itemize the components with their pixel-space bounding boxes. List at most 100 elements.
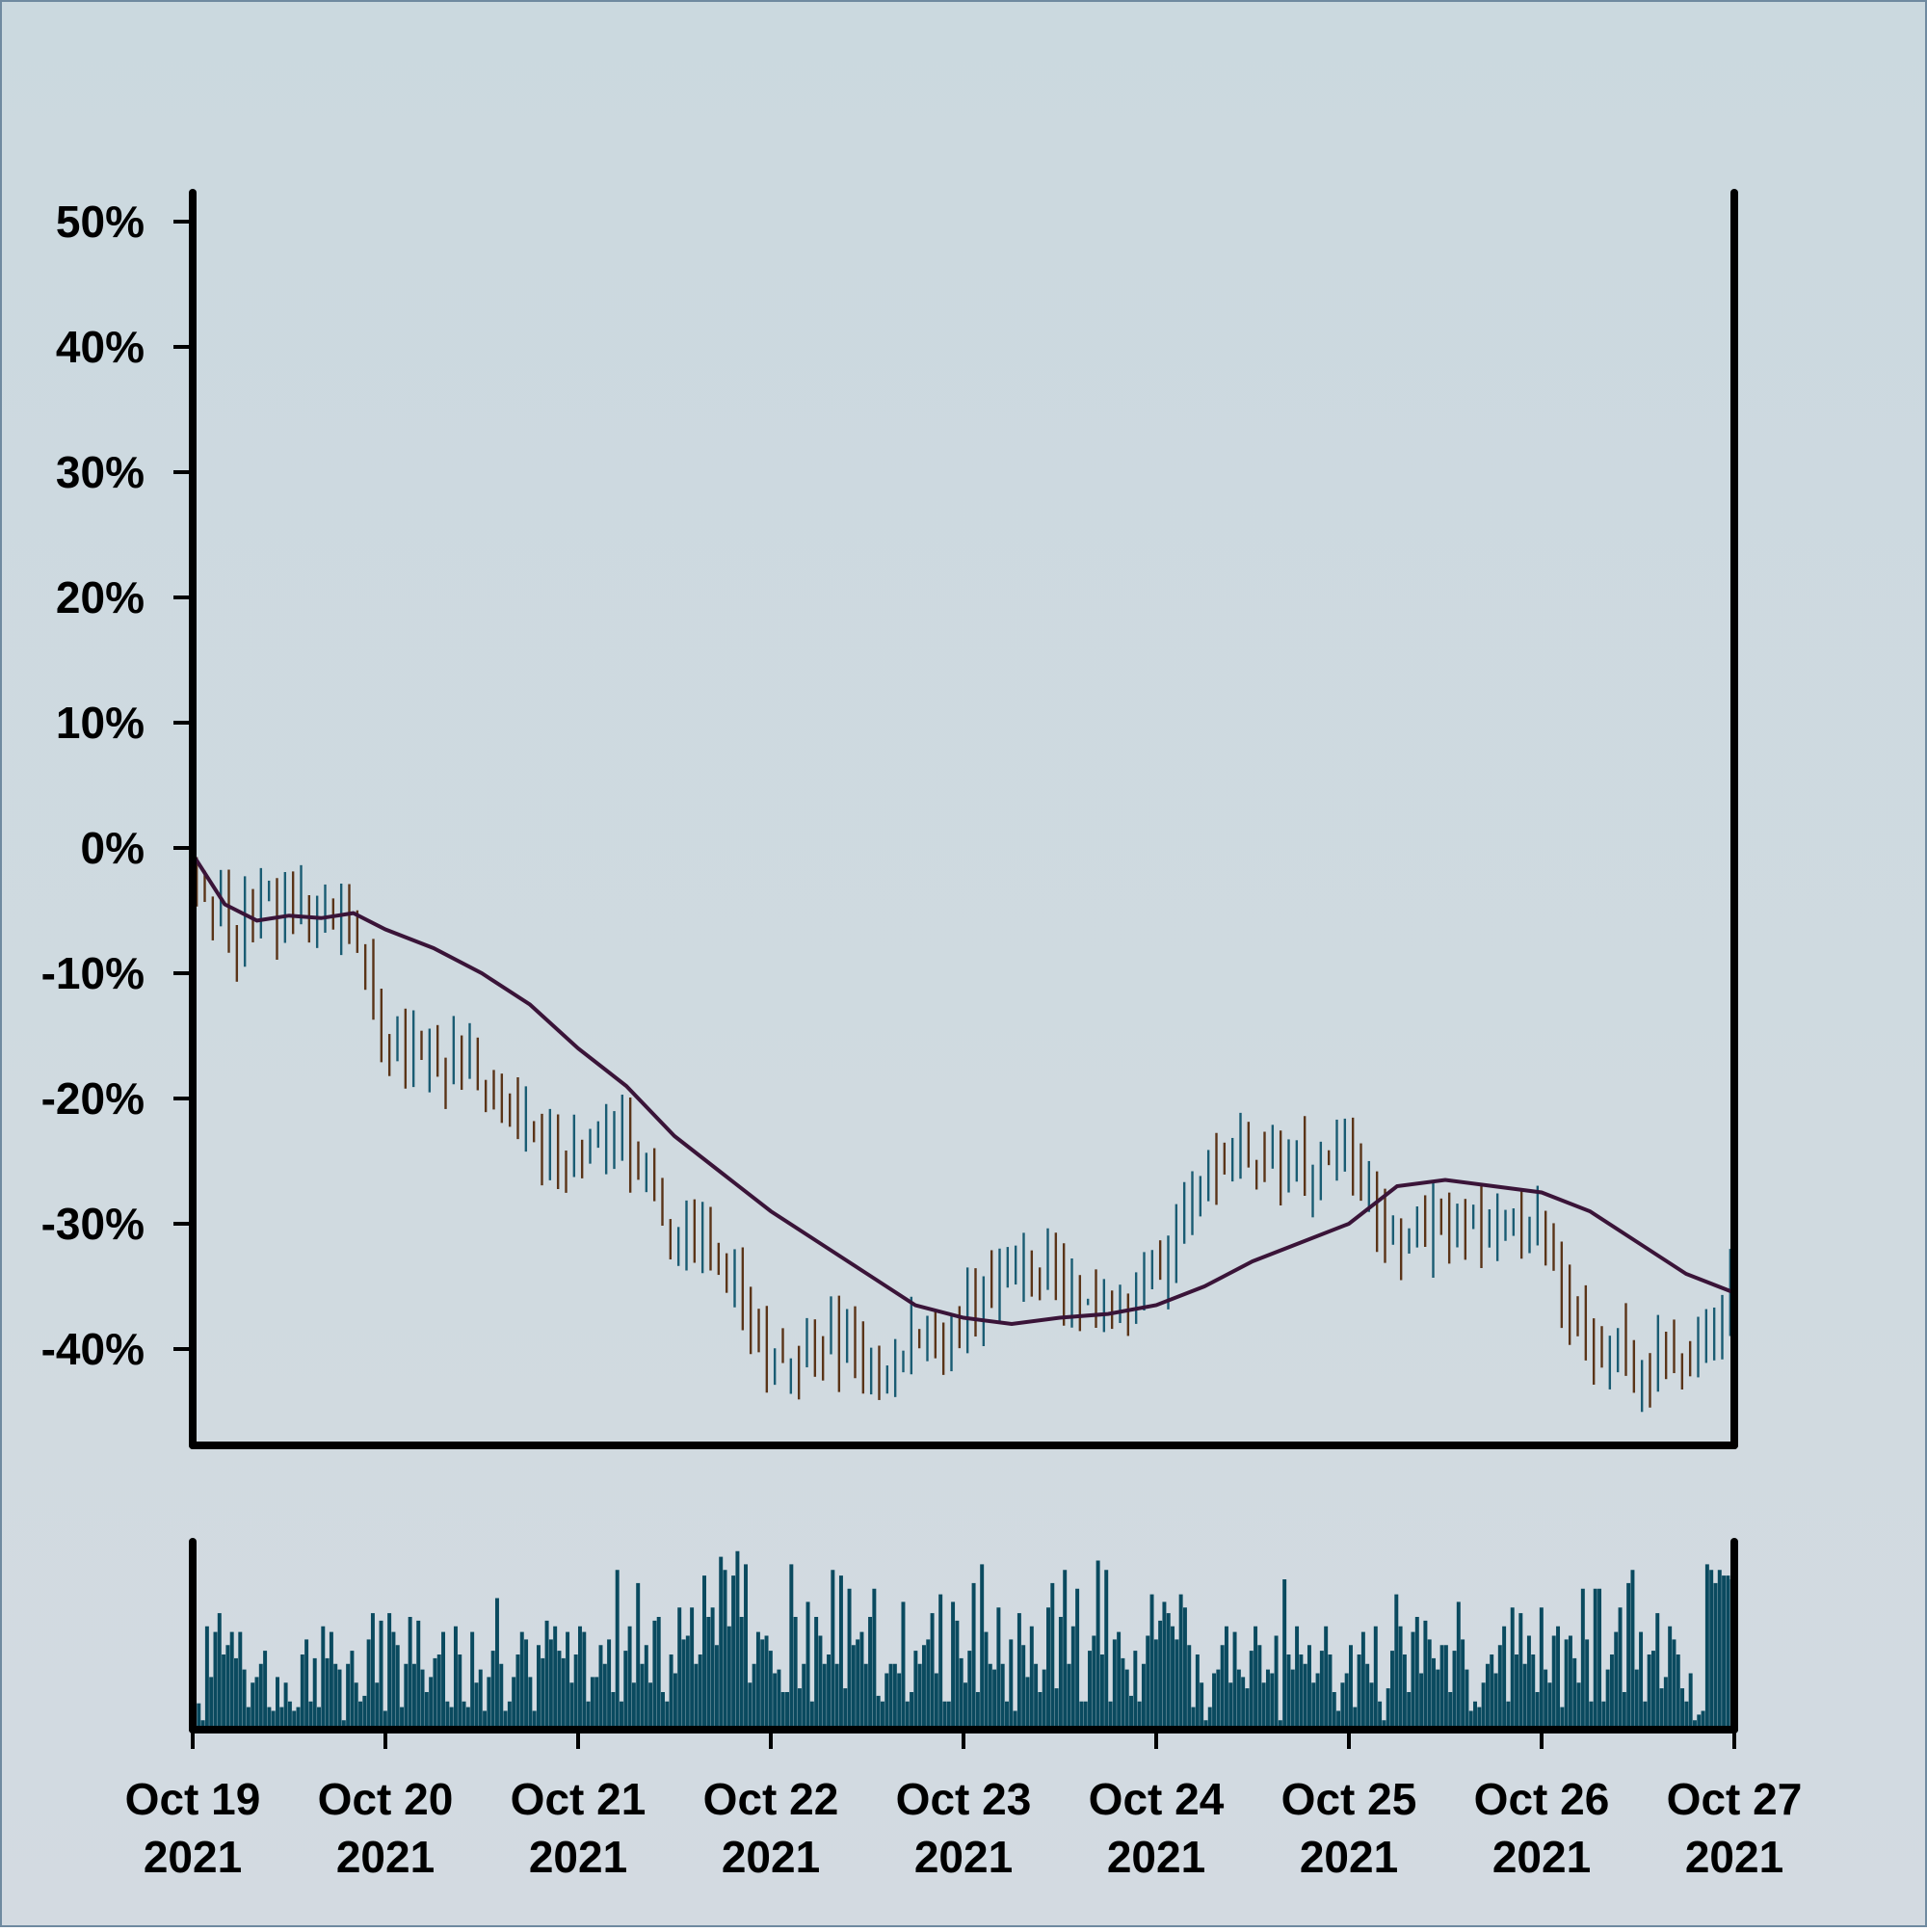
- volume-bar: [1485, 1663, 1490, 1730]
- volume-bar: [1618, 1607, 1623, 1730]
- volume-bar: [1443, 1645, 1448, 1730]
- volume-bar: [1605, 1669, 1610, 1730]
- volume-bar: [930, 1613, 935, 1730]
- volume-bar: [797, 1688, 802, 1730]
- volume-bar: [1200, 1682, 1204, 1730]
- volume-bar: [1178, 1594, 1183, 1730]
- volume-bar: [1609, 1654, 1614, 1730]
- volume-bar: [1270, 1673, 1275, 1730]
- volume-bar: [346, 1663, 351, 1730]
- volume-bar: [723, 1570, 727, 1730]
- volume-bar: [1647, 1654, 1651, 1730]
- volume-bar: [1630, 1570, 1635, 1730]
- volume-bar: [1254, 1626, 1258, 1730]
- volume-bar: [1108, 1701, 1113, 1730]
- volume-bar: [1672, 1639, 1676, 1730]
- volume-bar: [1245, 1688, 1250, 1730]
- volume-bar: [370, 1613, 375, 1730]
- volume-bar: [1378, 1701, 1383, 1730]
- volume-bar: [1668, 1626, 1673, 1730]
- volume-bar: [420, 1669, 425, 1730]
- volume-bar: [1722, 1575, 1727, 1730]
- volume-bar: [1560, 1707, 1565, 1730]
- axes: [189, 189, 1738, 1734]
- volume-bar: [921, 1645, 926, 1730]
- volume-bar: [1121, 1657, 1125, 1730]
- volume-bar: [863, 1663, 868, 1730]
- volume-bar: [1539, 1607, 1544, 1730]
- volume-bar: [1117, 1631, 1122, 1730]
- y-tick-label: 20%: [56, 572, 145, 622]
- volume-bar: [818, 1635, 823, 1730]
- volume-bar: [1207, 1707, 1212, 1730]
- volume-bar: [934, 1673, 938, 1730]
- x-tick-year: 2021: [1685, 1832, 1783, 1882]
- volume-bar: [1166, 1613, 1171, 1730]
- volume-bar: [964, 1682, 967, 1730]
- volume-bar: [400, 1707, 405, 1730]
- x-tick-year: 2021: [336, 1832, 435, 1882]
- volume-bar: [1303, 1663, 1307, 1730]
- volume-bar: [1461, 1639, 1465, 1730]
- volume-bar: [1713, 1582, 1718, 1730]
- volume-bar: [1556, 1626, 1561, 1730]
- volume-bar: [669, 1654, 673, 1730]
- volume-bar: [1042, 1669, 1046, 1730]
- volume-bar: [648, 1682, 653, 1730]
- volume-bar: [251, 1682, 255, 1730]
- volume-bar: [1070, 1626, 1075, 1730]
- volume-bar: [544, 1620, 549, 1730]
- volume-bar: [1522, 1663, 1527, 1730]
- volume-bars: [193, 1550, 1734, 1730]
- volume-bar: [1564, 1639, 1569, 1730]
- volume-bar: [615, 1570, 620, 1730]
- volume-bar: [809, 1701, 814, 1730]
- volume-bar: [1046, 1607, 1050, 1730]
- volume-bar: [814, 1617, 819, 1730]
- volume-bar: [785, 1692, 790, 1730]
- volume-bar: [1386, 1688, 1390, 1730]
- volume-bar: [536, 1645, 541, 1730]
- volume-bar: [333, 1663, 338, 1730]
- volume-bar: [1146, 1635, 1150, 1730]
- volume-bar: [1493, 1673, 1498, 1730]
- volume-bar: [470, 1631, 475, 1730]
- x-tick-label: Oct 19: [125, 1774, 261, 1824]
- volume-bar: [1095, 1560, 1100, 1730]
- volume-bar: [1365, 1663, 1370, 1730]
- volume-bar: [910, 1692, 914, 1730]
- volume-bar: [1398, 1626, 1403, 1730]
- volume-bar: [726, 1626, 731, 1730]
- volume-bar: [229, 1631, 234, 1730]
- volume-bar: [1547, 1682, 1552, 1730]
- volume-bar: [1411, 1631, 1415, 1730]
- volume-bar: [308, 1701, 313, 1730]
- volume-bar: [988, 1663, 992, 1730]
- volume-bar: [1531, 1654, 1536, 1730]
- volume-bar: [1490, 1654, 1494, 1730]
- volume-bar: [387, 1613, 392, 1730]
- volume-bar: [710, 1607, 715, 1730]
- volume-bar: [548, 1639, 553, 1730]
- volume-bar: [1551, 1635, 1556, 1730]
- volume-bar: [411, 1663, 416, 1730]
- volume-bar: [404, 1663, 409, 1730]
- volume-bar: [1373, 1626, 1378, 1730]
- volume-bar: [1360, 1631, 1365, 1730]
- volume-bar: [263, 1651, 268, 1730]
- volume-bar: [694, 1663, 699, 1730]
- volume-bar: [1083, 1701, 1088, 1730]
- volume-bar: [1336, 1710, 1341, 1730]
- volume-bar: [1315, 1673, 1320, 1730]
- volume-bar: [665, 1701, 670, 1730]
- volume-bar: [1261, 1682, 1266, 1730]
- volume-bar: [1585, 1639, 1590, 1730]
- volume-bar: [1515, 1654, 1518, 1730]
- volume-bar: [358, 1701, 362, 1730]
- volume-bar: [445, 1701, 450, 1730]
- volume-bar: [1282, 1579, 1287, 1730]
- volume-bar: [1075, 1588, 1080, 1730]
- volume-bar: [1655, 1613, 1660, 1730]
